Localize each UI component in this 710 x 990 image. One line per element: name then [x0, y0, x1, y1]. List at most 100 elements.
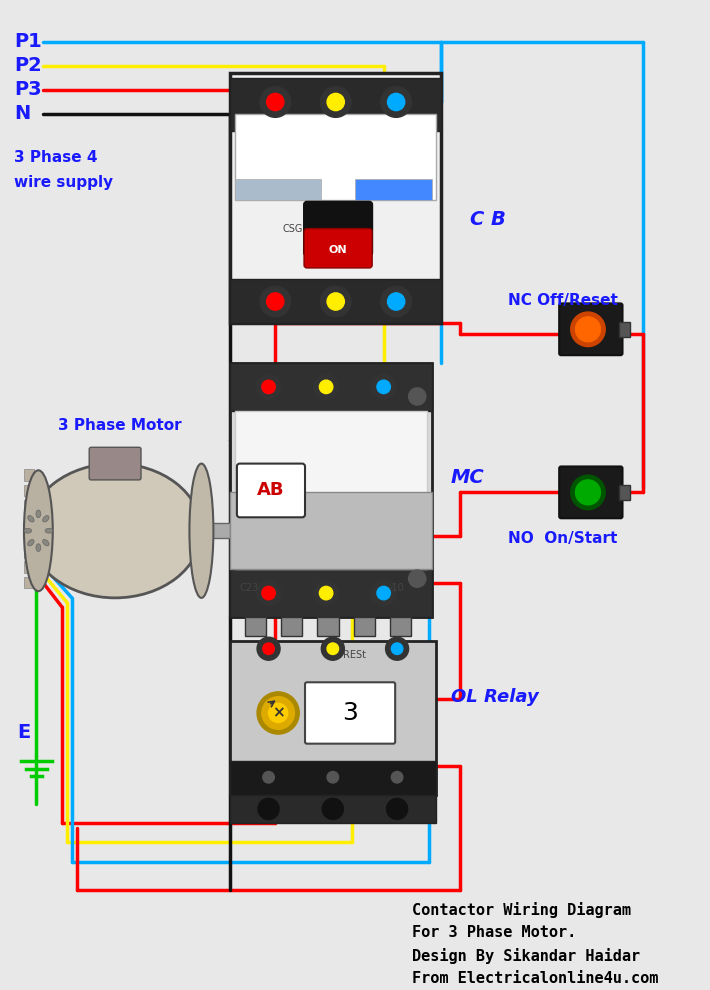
Circle shape — [408, 570, 426, 587]
Text: 3: 3 — [342, 701, 358, 725]
Ellipse shape — [36, 544, 40, 551]
Bar — [24, 577, 33, 588]
Circle shape — [391, 643, 403, 654]
Circle shape — [576, 317, 601, 342]
Bar — [618, 485, 630, 500]
Text: P1: P1 — [14, 32, 42, 51]
Circle shape — [314, 374, 339, 399]
Circle shape — [571, 475, 605, 510]
Bar — [24, 531, 33, 543]
Bar — [235, 179, 322, 200]
Text: P3: P3 — [14, 80, 42, 99]
Circle shape — [408, 388, 426, 405]
Text: E: E — [17, 723, 31, 742]
Circle shape — [322, 765, 344, 789]
FancyBboxPatch shape — [230, 492, 432, 569]
Circle shape — [320, 586, 333, 600]
Text: Design By Sikandar Haidar: Design By Sikandar Haidar — [413, 947, 640, 963]
Circle shape — [260, 87, 290, 118]
Circle shape — [262, 586, 275, 600]
Text: N: N — [14, 104, 31, 123]
Circle shape — [381, 286, 412, 317]
Bar — [230, 569, 432, 617]
Bar — [230, 363, 432, 411]
Bar — [391, 617, 412, 637]
Text: 3 Phase Motor: 3 Phase Motor — [58, 418, 181, 433]
Circle shape — [256, 374, 281, 399]
Bar — [197, 523, 230, 539]
Circle shape — [257, 638, 280, 660]
Ellipse shape — [190, 463, 214, 598]
Ellipse shape — [24, 470, 53, 591]
Text: C23: C23 — [240, 583, 259, 593]
Ellipse shape — [36, 510, 40, 518]
FancyBboxPatch shape — [237, 463, 305, 518]
FancyBboxPatch shape — [305, 682, 395, 743]
Ellipse shape — [28, 540, 34, 545]
Bar — [24, 516, 33, 527]
Text: -10: -10 — [388, 583, 404, 593]
Circle shape — [262, 697, 295, 730]
FancyBboxPatch shape — [235, 411, 427, 569]
Circle shape — [263, 643, 274, 654]
Text: AB: AB — [257, 481, 284, 499]
Circle shape — [327, 771, 339, 783]
FancyBboxPatch shape — [304, 202, 372, 255]
Bar — [230, 761, 437, 795]
FancyBboxPatch shape — [559, 303, 623, 355]
Text: For 3 Phase Motor.: For 3 Phase Motor. — [413, 925, 577, 940]
FancyBboxPatch shape — [304, 229, 372, 268]
FancyBboxPatch shape — [559, 466, 623, 519]
Bar — [230, 279, 441, 323]
Circle shape — [257, 765, 280, 789]
Bar — [24, 469, 33, 481]
Text: ×: × — [272, 706, 285, 721]
Text: Contactor Wiring Diagram: Contactor Wiring Diagram — [413, 902, 631, 918]
Circle shape — [260, 286, 290, 317]
Circle shape — [256, 580, 281, 606]
Text: NC Off/Reset: NC Off/Reset — [508, 293, 618, 308]
Text: C B: C B — [470, 210, 506, 229]
Circle shape — [386, 638, 408, 660]
FancyBboxPatch shape — [230, 363, 432, 617]
FancyBboxPatch shape — [230, 73, 441, 323]
Circle shape — [576, 480, 601, 505]
Bar — [24, 561, 33, 573]
Circle shape — [377, 586, 391, 600]
Ellipse shape — [45, 529, 53, 534]
Circle shape — [322, 798, 344, 820]
Bar — [244, 617, 266, 637]
Ellipse shape — [43, 516, 49, 522]
Ellipse shape — [43, 540, 49, 545]
Circle shape — [314, 580, 339, 606]
Circle shape — [267, 293, 284, 310]
Circle shape — [386, 765, 408, 789]
Circle shape — [257, 692, 299, 734]
Text: MC: MC — [451, 468, 484, 487]
Text: RESt: RESt — [344, 650, 366, 660]
Circle shape — [322, 638, 344, 660]
Bar — [24, 500, 33, 512]
Circle shape — [267, 93, 284, 111]
Circle shape — [381, 87, 412, 118]
Text: 3 Phase 4
wire supply: 3 Phase 4 wire supply — [14, 149, 114, 189]
Circle shape — [320, 286, 351, 317]
Text: ON: ON — [328, 245, 347, 254]
Bar — [230, 795, 437, 824]
Text: CSG: CSG — [283, 224, 303, 234]
Circle shape — [377, 380, 391, 394]
Ellipse shape — [24, 529, 32, 534]
FancyBboxPatch shape — [230, 642, 437, 795]
Bar — [24, 485, 33, 496]
Circle shape — [262, 380, 275, 394]
Bar — [618, 322, 630, 337]
Circle shape — [327, 293, 344, 310]
Circle shape — [371, 374, 396, 399]
Circle shape — [327, 93, 344, 111]
Circle shape — [320, 87, 351, 118]
Circle shape — [371, 580, 396, 606]
Circle shape — [268, 703, 288, 723]
Circle shape — [263, 771, 274, 783]
Bar — [230, 78, 441, 131]
Ellipse shape — [29, 463, 202, 598]
